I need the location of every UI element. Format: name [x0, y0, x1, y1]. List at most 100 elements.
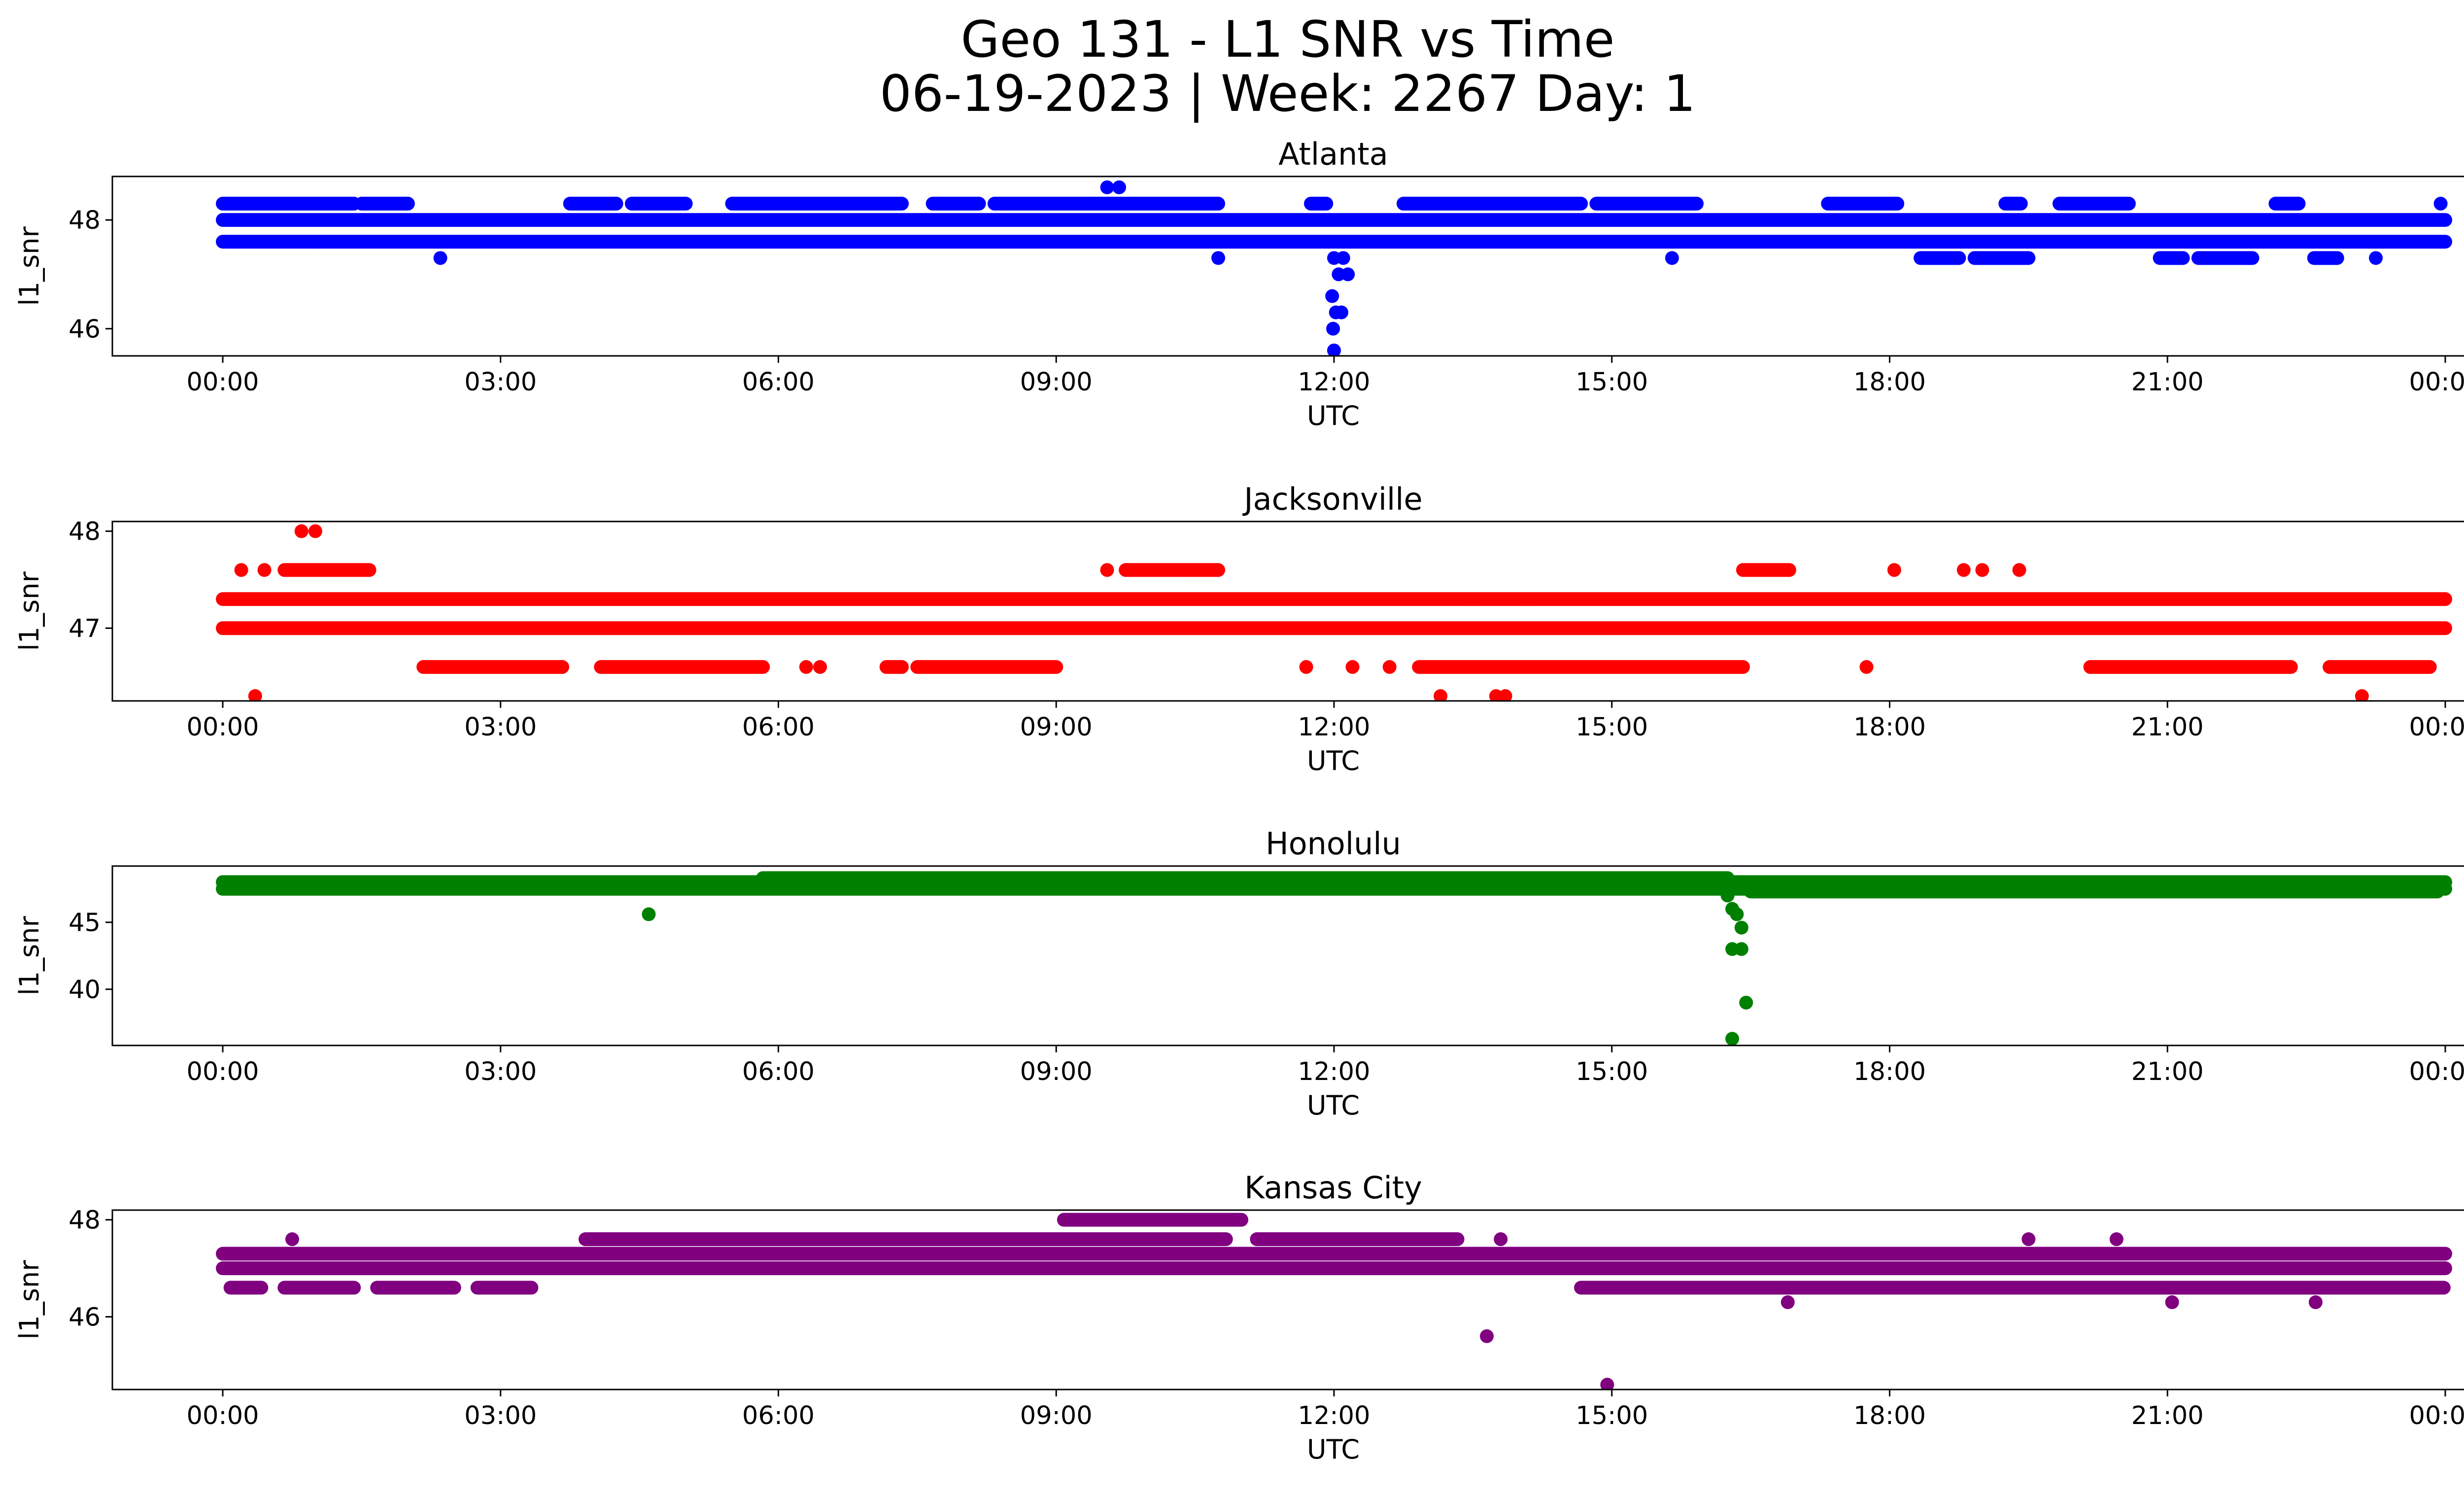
x-tick-label: 21:00 — [2131, 1057, 2204, 1086]
y-tick-label: 46 — [68, 315, 101, 344]
x-tick-label: 03:00 — [464, 1057, 537, 1086]
x-tick-label: 18:00 — [1853, 713, 1926, 742]
x-tick-label: 00:00 — [187, 713, 259, 742]
x-tick-label: 18:00 — [1853, 1057, 1926, 1086]
subplot-title: Jacksonville — [1242, 481, 1422, 517]
y-tick-label: 46 — [68, 1303, 101, 1332]
x-axis-label: UTC — [1307, 1090, 1360, 1121]
data-point — [1100, 180, 1114, 195]
data-point — [1975, 563, 1989, 577]
x-tick-label: 03:00 — [464, 713, 537, 742]
data-point — [2308, 1295, 2323, 1309]
x-tick-label: 09:00 — [1020, 1401, 1093, 1430]
x-tick-label: 18:00 — [1853, 368, 1926, 397]
subplot-atlanta: Atlanta 00:00 03:00 06:00 09:00 12:00 15:00 18:… — [14, 136, 2464, 431]
data-point — [1345, 660, 1360, 674]
data-point — [2369, 251, 2383, 265]
y-axis-label: l1_snr — [14, 226, 45, 306]
x-tick-label: 15:00 — [1575, 1057, 1648, 1086]
data-point — [2109, 1232, 2123, 1247]
data-point — [1665, 251, 1679, 265]
x-tick-label: 00:00 — [187, 1401, 259, 1430]
data-point — [433, 251, 447, 265]
y-tick-label: 48 — [68, 518, 101, 547]
y-tick-label: 48 — [68, 1206, 101, 1235]
x-tick-label: 21:00 — [2131, 713, 2204, 742]
axes-frame — [111, 521, 2464, 702]
x-axis-label: UTC — [1307, 1434, 1360, 1465]
x-tick-label: 06:00 — [742, 713, 815, 742]
data-point — [1859, 660, 1874, 674]
x-tick-label: 09:00 — [1020, 368, 1093, 397]
data-point — [1498, 689, 1512, 701]
data-point — [2396, 1247, 2411, 1261]
data-point — [1734, 920, 1748, 935]
data-point — [1335, 305, 1349, 319]
y-axis-label: l1_snr — [14, 571, 45, 651]
data-point — [1336, 251, 1350, 265]
data-point — [1887, 563, 1901, 577]
y-axis-label: l1_snr — [14, 916, 45, 996]
data-point — [1730, 907, 1744, 921]
figure-title-line-2: 06-19-2023 | Week: 2267 Day: 1 — [880, 65, 1696, 123]
subplot-jacksonville: Jacksonville 00:00 03:00 06:00 09:00 12:00 15:… — [14, 481, 2464, 776]
x-tick-label: 06:00 — [742, 1401, 815, 1430]
data-point — [1785, 1247, 1800, 1261]
x-tick-label: 15:00 — [1575, 368, 1648, 397]
x-tick-label: 12:00 — [1298, 1057, 1370, 1086]
y-tick-label: 47 — [68, 614, 101, 643]
data-point — [2433, 197, 2448, 211]
subplot-title: Atlanta — [1278, 136, 1388, 172]
x-tick-label: 12:00 — [1298, 713, 1370, 742]
data-point — [1382, 660, 1397, 674]
data-point — [1734, 942, 1748, 956]
x-axis-label: UTC — [1307, 745, 1360, 776]
y-tick-label: 48 — [68, 206, 101, 235]
data-point — [294, 524, 308, 538]
data-point — [1480, 1329, 1494, 1343]
data-point — [1725, 1032, 1740, 1045]
scatter-points — [216, 1213, 2452, 1390]
data-point — [1494, 1232, 1508, 1247]
x-tick-label: 12:00 — [1298, 1401, 1370, 1430]
x-tick-label: 12:00 — [1298, 368, 1370, 397]
data-point — [1521, 592, 1536, 606]
x-tick-label: 15:00 — [1575, 713, 1648, 742]
x-tick-label: 06:00 — [742, 1057, 815, 1086]
x-tick-label: 21:00 — [2131, 368, 2204, 397]
x-tick-label: 00:00 — [2409, 713, 2464, 742]
data-point — [1434, 689, 1448, 701]
data-point — [1780, 1295, 1795, 1309]
x-tick-label: 00:00 — [187, 1057, 259, 1086]
data-point — [799, 660, 813, 674]
scatter-points — [216, 524, 2452, 701]
data-point — [1100, 563, 1114, 577]
x-tick-label: 03:00 — [464, 1401, 537, 1430]
data-point — [1211, 251, 1226, 265]
subplot-title: Honolulu — [1266, 826, 1401, 862]
data-point — [1739, 996, 1753, 1010]
x-tick-label: 09:00 — [1020, 1057, 1093, 1086]
data-point — [308, 524, 322, 538]
data-point — [1326, 321, 1340, 336]
x-tick-label: 00:00 — [2409, 368, 2464, 397]
scatter-points — [216, 871, 2452, 1045]
data-point — [2165, 1295, 2179, 1309]
data-point — [1341, 267, 1355, 281]
data-point — [248, 689, 262, 701]
y-tick-label: 45 — [68, 908, 101, 938]
data-point — [231, 235, 245, 249]
y-tick-label: 40 — [68, 975, 101, 1005]
x-tick-label: 00:00 — [2409, 1401, 2464, 1430]
x-tick-label: 09:00 — [1020, 713, 1093, 742]
data-point — [1600, 1378, 1614, 1390]
data-point — [2373, 1247, 2388, 1261]
x-tick-label: 03:00 — [464, 368, 537, 397]
figure-title-line-1: Geo 131 - L1 SNR vs Time — [960, 10, 1615, 69]
x-tick-label: 00:00 — [187, 368, 259, 397]
data-point — [308, 235, 322, 249]
x-tick-label: 18:00 — [1853, 1401, 1926, 1430]
x-axis-label: UTC — [1307, 400, 1360, 431]
data-point — [1299, 660, 1313, 674]
